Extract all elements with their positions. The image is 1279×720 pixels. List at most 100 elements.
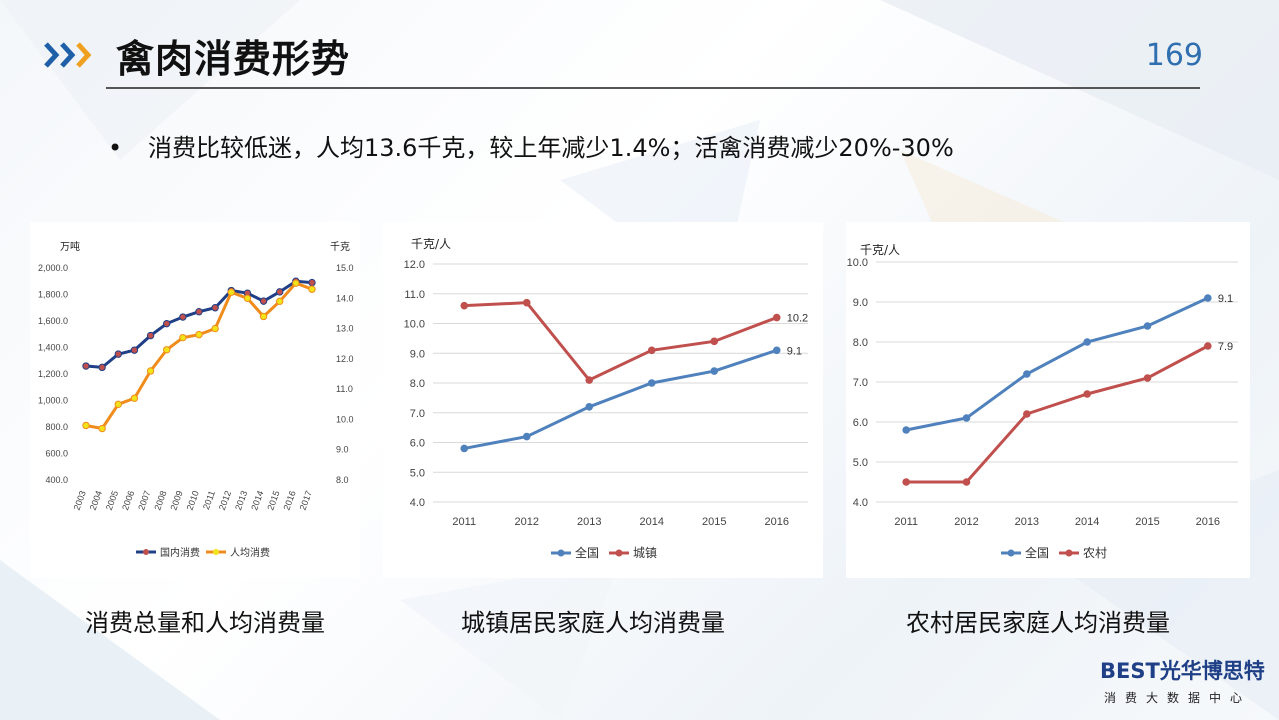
x-tick-label: 2006 bbox=[120, 489, 136, 511]
y-tick-label-left: 600.0 bbox=[45, 449, 68, 459]
x-tick-label: 2012 bbox=[954, 516, 978, 528]
y-tick-label-right: 11.0 bbox=[336, 384, 353, 394]
x-tick-label: 2010 bbox=[185, 489, 201, 511]
y-tick-label: 9.0 bbox=[410, 348, 425, 360]
x-tick-label: 2003 bbox=[72, 489, 88, 511]
legend-label-per-capita: 人均消费 bbox=[230, 546, 270, 559]
series-0-data-point bbox=[647, 379, 656, 387]
series-1-data-point bbox=[772, 313, 781, 322]
data-point-total bbox=[82, 362, 90, 370]
series-1-legend-label: 农村 bbox=[1083, 546, 1107, 560]
legend-label-total: 国内消费 bbox=[160, 546, 200, 559]
data-point-total bbox=[276, 288, 284, 296]
y-tick-label-right: 13.0 bbox=[336, 324, 354, 334]
header: 禽肉消费形势 169 bbox=[0, 0, 1279, 90]
series-0-data-point bbox=[962, 414, 971, 422]
series-0-data-point bbox=[1023, 370, 1031, 378]
data-point-per-capita bbox=[211, 324, 219, 333]
chart-panel-urban: 千克/人 12.0 11.0 10.0 9.0 8.0 7.0 6.0 5.0 4.0 2011 20… bbox=[383, 222, 823, 578]
data-point-total bbox=[179, 313, 187, 321]
x-tick-label: 2013 bbox=[577, 516, 601, 528]
caption-total: 消费总量和人均消费量 bbox=[85, 609, 325, 637]
y-tick-label-left: 400.0 bbox=[45, 475, 68, 485]
series-1-line bbox=[464, 301, 778, 382]
series-1-legend-label: 城镇 bbox=[633, 546, 657, 560]
y-tick-label: 4.0 bbox=[853, 497, 868, 509]
data-point-total bbox=[195, 308, 203, 316]
data-point-total bbox=[211, 304, 219, 312]
series-0-data-point bbox=[585, 403, 594, 411]
series-1-data-point bbox=[522, 298, 531, 307]
data-point-per-capita bbox=[130, 394, 139, 402]
x-tick-label: 2015 bbox=[1135, 516, 1159, 528]
data-point-per-capita bbox=[146, 367, 155, 375]
x-tick-label: 2011 bbox=[201, 489, 217, 511]
series-0-legend-label: 全国 bbox=[575, 545, 599, 560]
x-tick-label: 2011 bbox=[452, 516, 476, 528]
data-point-per-capita bbox=[292, 279, 300, 287]
series-0-data-point bbox=[902, 426, 910, 434]
data-point-total bbox=[114, 350, 122, 358]
legend-marker-total bbox=[143, 549, 149, 555]
data-point-per-capita bbox=[308, 285, 316, 293]
series-0-data-point bbox=[710, 367, 719, 375]
x-tick-label: 2014 bbox=[1075, 516, 1099, 528]
y-tick-label: 4.0 bbox=[410, 497, 425, 509]
series-0-legend-marker bbox=[1007, 549, 1015, 557]
x-tick-label: 2007 bbox=[136, 489, 152, 511]
y-tick-label-right: 12.0 bbox=[336, 354, 354, 364]
y-tick-label: 10.0 bbox=[847, 257, 868, 269]
data-point-total bbox=[146, 331, 155, 340]
data-point-per-capita bbox=[195, 330, 203, 339]
series-0-line bbox=[463, 348, 778, 450]
series-0-data-point bbox=[772, 346, 781, 355]
y-tick-label-right: 14.0 bbox=[336, 293, 354, 303]
series-0-legend-label: 全国 bbox=[1025, 545, 1049, 560]
data-point-total bbox=[308, 278, 316, 287]
data-point-per-capita bbox=[163, 346, 171, 354]
data-point-per-capita bbox=[98, 424, 106, 433]
series-1-data-point bbox=[962, 478, 971, 486]
series-1-end-label: 7.9 bbox=[1218, 341, 1233, 353]
series-0-legend-marker bbox=[557, 549, 565, 557]
y-tick-label-left: 1,000.0 bbox=[38, 396, 68, 406]
x-tick-label: 2015 bbox=[702, 516, 726, 528]
y-tick-label: 6.0 bbox=[853, 417, 868, 429]
brand-logo: BEST光华博思特 消费大数据中心 bbox=[1100, 655, 1265, 706]
y-tick-label: 7.0 bbox=[853, 377, 868, 389]
y-axis-unit: 千克/人 bbox=[860, 243, 900, 257]
x-tick-label: 2012 bbox=[515, 516, 539, 528]
x-tick-label: 2014 bbox=[640, 516, 664, 528]
data-point-total bbox=[259, 297, 268, 305]
series-1-data-point bbox=[710, 337, 719, 346]
y-axis-unit: 千克/人 bbox=[411, 237, 451, 251]
page-number: 169 bbox=[1145, 38, 1203, 73]
y-tick-label: 5.0 bbox=[410, 467, 425, 479]
y-tick-label: 6.0 bbox=[410, 438, 425, 450]
series-1-data-point bbox=[1083, 390, 1091, 398]
y-tick-label: 10.0 bbox=[404, 319, 425, 331]
data-point-total bbox=[163, 319, 171, 328]
data-point-per-capita bbox=[227, 288, 235, 296]
logo-subtitle: 消费大数据中心 bbox=[1104, 691, 1252, 705]
y-axis-unit-right: 千克 bbox=[330, 241, 350, 253]
x-tick-label: 2013 bbox=[233, 489, 249, 511]
series-1-legend-marker bbox=[615, 549, 623, 557]
series-0-data-point bbox=[1204, 294, 1212, 302]
x-tick-label: 2013 bbox=[1015, 516, 1039, 528]
x-tick-label: 2009 bbox=[168, 489, 184, 511]
y-tick-label: 8.0 bbox=[853, 337, 868, 349]
data-point-per-capita bbox=[243, 294, 252, 302]
series-0-line bbox=[905, 296, 1209, 432]
data-point-per-capita bbox=[114, 400, 122, 408]
y-tick-label-right: 9.0 bbox=[336, 445, 349, 455]
y-tick-label: 11.0 bbox=[404, 289, 425, 301]
series-1-data-point bbox=[585, 376, 594, 384]
x-tick-label: 2016 bbox=[281, 489, 297, 511]
chart-urban-consumption: 千克/人 12.0 11.0 10.0 9.0 8.0 7.0 6.0 5.0 4.0 2011 20… bbox=[404, 237, 809, 560]
series-1-data-point bbox=[1204, 342, 1212, 350]
y-tick-label: 8.0 bbox=[410, 378, 425, 390]
series-1-data-point bbox=[902, 478, 910, 486]
chart-total-consumption: 万吨 千克 2,000.0 1,800.0 1,600.0 1,400.0 1,200.0 1… bbox=[38, 240, 354, 559]
series-0-data-point bbox=[522, 432, 531, 441]
